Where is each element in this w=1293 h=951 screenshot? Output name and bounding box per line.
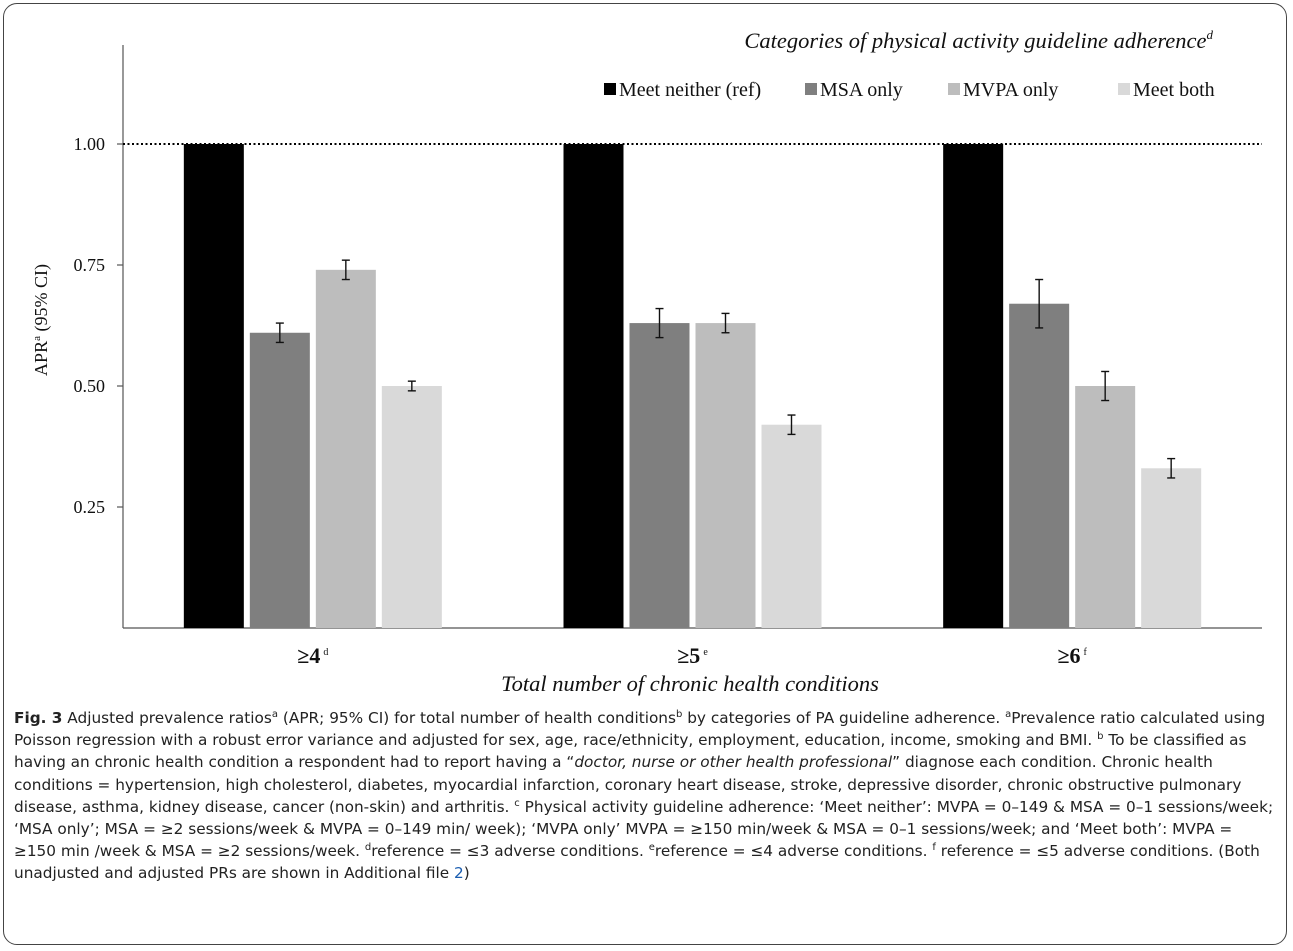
caption-italic: doctor, nurse or other health profession… [574, 753, 893, 772]
caption-sup: e [648, 842, 655, 854]
caption-text: by categories of PA guideline adherence. [682, 709, 1006, 727]
legend-swatch [1118, 83, 1130, 95]
caption-sup: b [1097, 731, 1104, 743]
bar [1075, 386, 1136, 628]
caption-sup: a [1005, 708, 1012, 720]
bar [629, 323, 690, 628]
caption-text: Adjusted prevalence ratios [62, 709, 272, 727]
bar [1141, 468, 1202, 628]
caption-text: Physical activity guideline adherence: ‘… [14, 797, 1274, 861]
legend-label: MSA only [820, 79, 903, 101]
caption-sup: c [514, 797, 520, 809]
bar [695, 323, 756, 628]
bar [381, 386, 442, 628]
x-tick-label: ≥5 e [677, 643, 708, 668]
bar [563, 144, 624, 628]
bar [315, 269, 376, 628]
x-tick-label: ≥4 d [297, 643, 328, 668]
legend-swatch [604, 83, 616, 95]
caption-sup: d [364, 842, 372, 854]
legend: Meet neither (ref) MSA only MVPA only Meet … [604, 79, 1215, 101]
caption-text: ) [463, 864, 470, 883]
caption-sup: b [675, 708, 683, 720]
legend-title: Categories of physical activity guidelin… [744, 27, 1213, 53]
legend-swatch [948, 83, 960, 95]
bar [943, 144, 1004, 628]
additional-file-link[interactable]: 2 [454, 864, 464, 883]
y-tick-label: 0.50 [74, 376, 106, 396]
caption-text: reference = ≤3 adverse conditions. [371, 842, 649, 861]
caption-sup: f [932, 842, 936, 854]
y-tick-label: 1.00 [74, 134, 106, 154]
bar [183, 144, 244, 628]
y-tick-label: 0.75 [74, 255, 106, 275]
bar [249, 332, 310, 628]
bar [1009, 303, 1070, 628]
caption-text: (APR; 95% CI) for total number of health… [278, 709, 676, 727]
caption-text: Prevalence ratio calculated using Poisso… [14, 709, 1266, 750]
caption-text: To be classified as having an chronic he… [14, 731, 1247, 772]
legend-label: Meet both [1133, 79, 1215, 101]
legend-label: Meet neither (ref) [619, 79, 761, 101]
caption-text: ” diagnose each condition. Chronic healt… [14, 753, 1242, 816]
legend-label: MVPA only [963, 79, 1058, 101]
caption-sup: a [271, 708, 279, 720]
x-axis-title: Total number of chronic health condition… [501, 671, 879, 696]
bar-chart: Categories of physical activity guidelin… [31, 27, 1262, 696]
legend-swatch [805, 83, 817, 95]
figure-caption: Fig. 3 Adjusted prevalence ratiosa (APR;… [14, 707, 1276, 885]
figure-label: Fig. 3 [14, 709, 63, 727]
caption-text: reference = ≤4 adverse conditions. [654, 842, 933, 861]
x-tick-label: ≥6 f [1057, 643, 1087, 668]
caption-text: reference = ≤5 adverse conditions. (Both… [14, 842, 1260, 883]
y-tick-label: 0.25 [74, 497, 106, 517]
bar [761, 424, 822, 628]
y-axis-title: APRa (95% CI) [31, 264, 52, 376]
